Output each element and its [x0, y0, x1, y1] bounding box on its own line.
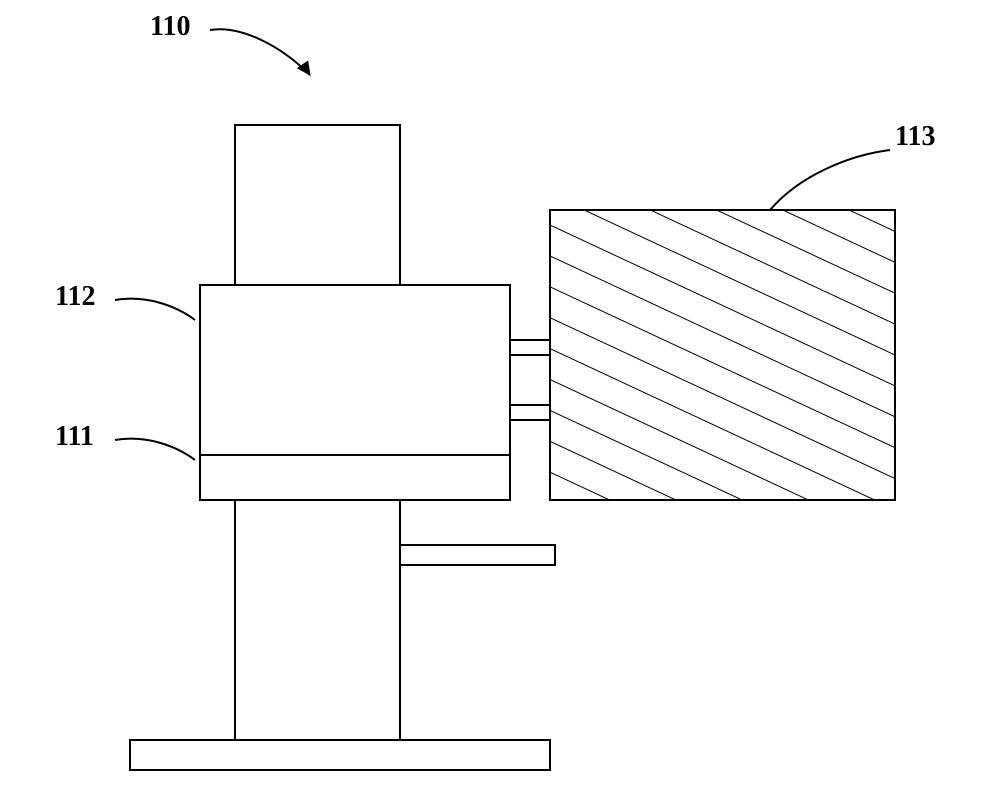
label-part_113: 113	[895, 121, 935, 152]
label-part_112: 112	[55, 281, 95, 312]
label-assembly: 110	[150, 11, 190, 42]
side_tab	[400, 545, 555, 565]
base_plate	[130, 740, 550, 770]
hatched_113	[550, 210, 895, 500]
top_column	[235, 125, 400, 285]
label-part_111: 111	[55, 421, 94, 452]
connector_bot	[510, 405, 550, 420]
thin_slab_111	[200, 455, 510, 500]
connector_top	[510, 340, 550, 355]
main_block_112	[200, 285, 510, 455]
lower_column	[235, 500, 400, 740]
